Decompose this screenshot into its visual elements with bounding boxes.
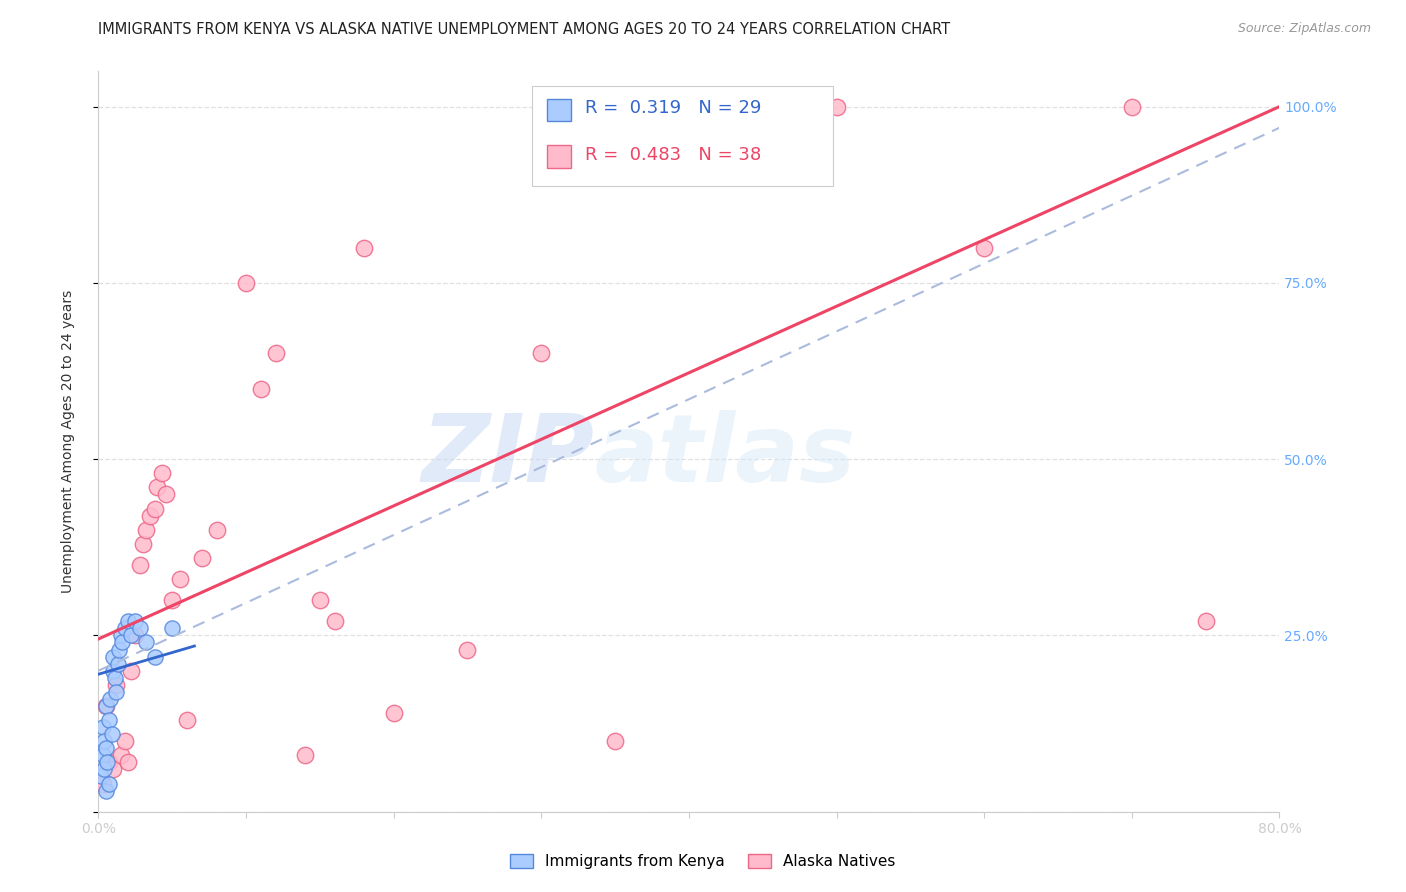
Point [103,664,125,678]
Point [323,615,346,629]
Point [114,621,136,635]
Point [93,734,115,748]
Point [117,756,139,770]
Text: Source: ZipAtlas.com: Source: ZipAtlas.com [1237,22,1371,36]
Point [97,776,120,790]
Bar [547,99,571,121]
Point [235,276,257,290]
Point [353,241,375,255]
Point [94,741,117,756]
Point [530,346,553,360]
Point [139,508,162,523]
Point [108,642,131,657]
Point [382,706,405,720]
Point [114,734,136,748]
Y-axis label: Unemployment Among Ages 20 to 24 years: Unemployment Among Ages 20 to 24 years [60,290,75,593]
Point [605,734,627,748]
Point [98,692,121,706]
Point [110,628,132,642]
Point [135,523,157,537]
Point [135,635,157,649]
Point [124,615,146,629]
Point [176,713,198,727]
Point [124,628,146,642]
Text: R =  0.483   N = 38: R = 0.483 N = 38 [585,146,761,164]
Point [155,487,177,501]
Bar [547,145,571,168]
Point [143,649,166,664]
Point [97,713,120,727]
Point [103,649,125,664]
Text: R =  0.319   N = 29: R = 0.319 N = 29 [585,100,762,118]
Point [250,382,273,396]
Point [94,783,117,797]
Point [110,748,132,763]
Text: IMMIGRANTS FROM KENYA VS ALASKA NATIVE UNEMPLOYMENT AMONG AGES 20 TO 24 YEARS CO: IMMIGRANTS FROM KENYA VS ALASKA NATIVE U… [98,22,950,37]
Point [146,480,169,494]
Point [105,678,128,692]
Point [132,537,155,551]
Point [128,621,150,635]
Point [143,501,166,516]
Point [456,642,478,657]
Point [94,698,117,713]
Text: atlas: atlas [595,410,856,502]
Point [105,685,128,699]
Point [150,467,173,481]
Point [96,756,118,770]
Point [120,628,142,642]
Point [191,550,214,565]
Point [162,621,183,635]
Point [205,523,228,537]
Point [97,756,120,770]
Point [93,763,115,777]
Point [1121,100,1143,114]
Point [91,776,114,790]
Point [103,763,125,777]
Point [264,346,287,360]
Point [825,100,848,114]
Point [1195,615,1218,629]
Point [94,698,117,713]
Point [128,558,150,572]
Point [169,572,191,586]
Point [91,748,114,763]
Point [100,727,122,741]
Point [973,241,995,255]
Point [162,593,183,607]
Point [117,615,139,629]
Point [104,671,127,685]
Text: ZIP: ZIP [422,410,595,502]
Legend: Immigrants from Kenya, Alaska Natives: Immigrants from Kenya, Alaska Natives [505,848,901,875]
FancyBboxPatch shape [531,87,832,186]
Point [111,635,134,649]
Point [309,593,332,607]
Point [120,664,142,678]
Point [90,769,112,783]
Point [294,748,316,763]
Point [91,720,114,734]
Point [107,657,129,671]
